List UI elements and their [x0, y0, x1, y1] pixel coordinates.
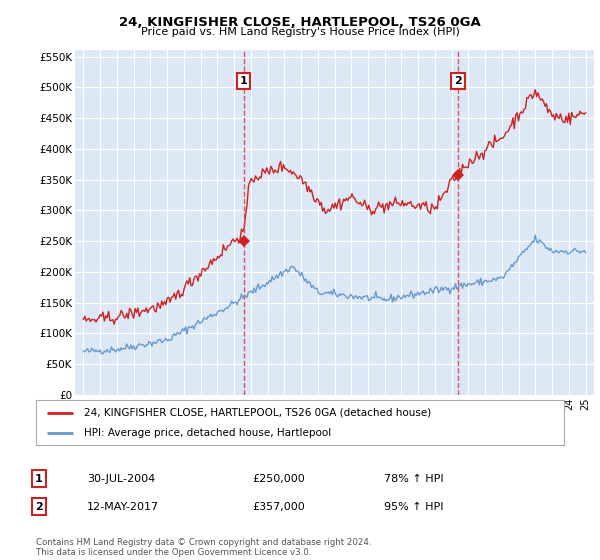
- Text: HPI: Average price, detached house, Hartlepool: HPI: Average price, detached house, Hart…: [83, 428, 331, 438]
- Text: 95% ↑ HPI: 95% ↑ HPI: [384, 502, 443, 512]
- Text: 30-JUL-2004: 30-JUL-2004: [87, 474, 155, 484]
- Text: Contains HM Land Registry data © Crown copyright and database right 2024.
This d: Contains HM Land Registry data © Crown c…: [36, 538, 371, 557]
- Text: 2: 2: [454, 76, 462, 86]
- Text: 1: 1: [240, 76, 248, 86]
- Text: 2: 2: [35, 502, 43, 512]
- Text: 1: 1: [35, 474, 43, 484]
- Text: 78% ↑ HPI: 78% ↑ HPI: [384, 474, 443, 484]
- Text: 24, KINGFISHER CLOSE, HARTLEPOOL, TS26 0GA: 24, KINGFISHER CLOSE, HARTLEPOOL, TS26 0…: [119, 16, 481, 29]
- Text: 24, KINGFISHER CLOSE, HARTLEPOOL, TS26 0GA (detached house): 24, KINGFISHER CLOSE, HARTLEPOOL, TS26 0…: [83, 408, 431, 418]
- Text: £250,000: £250,000: [252, 474, 305, 484]
- Text: Price paid vs. HM Land Registry's House Price Index (HPI): Price paid vs. HM Land Registry's House …: [140, 27, 460, 37]
- Text: 12-MAY-2017: 12-MAY-2017: [87, 502, 159, 512]
- Text: £357,000: £357,000: [252, 502, 305, 512]
